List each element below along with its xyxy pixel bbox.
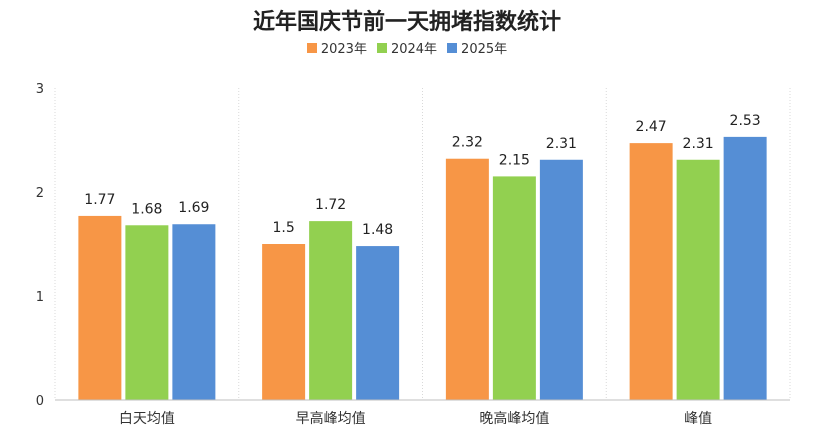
bar: [356, 246, 400, 400]
data-label: 1.69: [178, 200, 209, 216]
x-category-label: 峰值: [684, 411, 712, 427]
legend-label: 2025年: [461, 42, 508, 57]
legend-item: 2024年: [376, 38, 438, 57]
data-label: 2.15: [499, 152, 530, 168]
bar: [629, 143, 673, 400]
data-label: 1.68: [131, 201, 162, 217]
data-label: 2.53: [730, 113, 761, 129]
bar: [492, 176, 536, 400]
data-label: 2.31: [546, 136, 577, 152]
bar: [262, 244, 306, 400]
legend-swatch: [376, 42, 387, 53]
bar: [309, 221, 353, 400]
data-label: 1.72: [315, 197, 346, 213]
data-label: 2.31: [683, 136, 714, 152]
y-tick-label: 3: [36, 82, 44, 97]
legend-item: 2023年: [306, 38, 367, 57]
legend-item: 2025年: [447, 38, 507, 57]
data-label: 1.48: [362, 222, 393, 238]
y-tick-label: 2: [36, 186, 44, 201]
bar: [172, 224, 216, 400]
bar: [676, 159, 720, 400]
bar: [723, 136, 767, 400]
data-label: 2.32: [452, 135, 483, 151]
bar: [78, 215, 122, 400]
bar: [445, 158, 489, 400]
chart-title: 近年国庆节前一天拥堵指数统计: [252, 10, 561, 35]
legend-swatch: [447, 42, 458, 53]
bar: [539, 159, 583, 400]
legend: 2023年 2024年 2025年: [0, 38, 814, 57]
x-category-label: 早高峰均值: [296, 410, 366, 427]
legend-label: 2023年: [320, 42, 367, 57]
legend-swatch: [306, 42, 317, 53]
y-tick-label: 0: [36, 394, 44, 409]
legend-label: 2024年: [390, 42, 438, 57]
y-tick-label: 1: [36, 290, 44, 305]
data-label: 1.5: [272, 220, 294, 236]
bar: [125, 225, 169, 400]
x-category-label: 晚高峰均值: [479, 410, 549, 427]
x-category-label: 白天均值: [119, 411, 175, 427]
data-label: 1.77: [84, 192, 115, 208]
data-label: 2.47: [636, 119, 667, 135]
